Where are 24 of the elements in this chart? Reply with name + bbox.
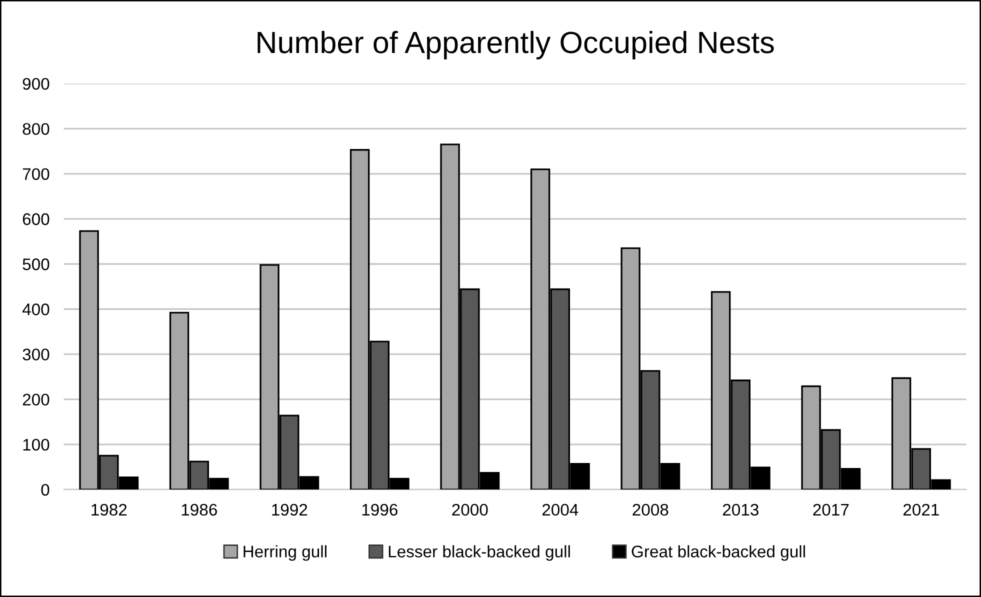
y-tick-label: 800: [22, 123, 50, 135]
x-tick-label: 1986: [182, 504, 217, 516]
y-tick-label: 700: [22, 168, 50, 180]
y-tick-label: 300: [22, 348, 50, 360]
x-tick-label: 2004: [542, 504, 578, 516]
y-tick-label: 900: [22, 78, 50, 90]
x-tick-label: 1982: [92, 504, 127, 516]
legend-label: Herring gull: [244, 545, 326, 561]
y-tick-label: 200: [22, 394, 50, 406]
y-tick-label: 500: [22, 258, 50, 270]
y-tick-label: 600: [22, 213, 50, 226]
x-tick-label: 2021: [903, 504, 939, 516]
x-tick-label: 1992: [272, 504, 308, 516]
legend-label: Great black-backed gull: [632, 545, 805, 561]
x-tick-label: 2000: [452, 504, 488, 516]
x-tick-label: 2013: [722, 504, 758, 516]
x-tick-label: 1996: [362, 504, 398, 516]
y-tick-label: 400: [22, 304, 50, 316]
legend-label: Lesser black-backed gull: [388, 545, 570, 561]
x-tick-label: 2017: [813, 504, 849, 516]
chart-title: Number of Apparently Occupied Nests: [258, 30, 774, 60]
y-tick-label: 0: [41, 484, 50, 496]
y-tick-label: 100: [23, 438, 50, 451]
x-tick-label: 2008: [632, 504, 668, 516]
